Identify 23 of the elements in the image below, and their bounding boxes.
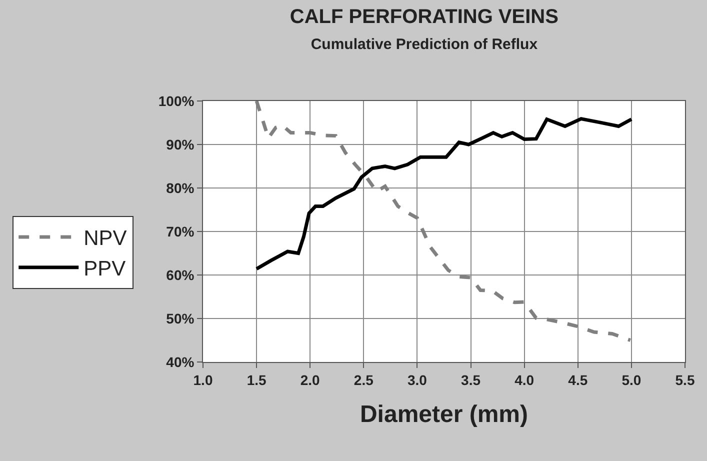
y-tick-label: 50%	[166, 310, 195, 326]
x-tick-label: 1.0	[193, 372, 213, 388]
x-tick-label: 2.0	[300, 372, 320, 388]
x-tick-label: 3.5	[461, 372, 481, 388]
y-tick-label: 60%	[166, 266, 195, 283]
legend-label: PPV	[84, 258, 126, 281]
x-tick-label: 4.0	[514, 372, 534, 388]
y-tick-label: 100%	[158, 92, 195, 109]
x-tick-label: 4.5	[568, 372, 588, 388]
y-tick-label: 80%	[166, 180, 195, 196]
x-axis-title: Diameter (mm)	[360, 401, 528, 428]
line-series	[254, 117, 634, 271]
chart-subtitle: Cumulative Prediction of Reflux	[310, 36, 538, 54]
chart-title: CALF PERFORATING VEINS	[290, 6, 558, 28]
x-tick-label: 5.5	[675, 372, 695, 388]
x-tick-label: 2.5	[354, 372, 374, 388]
x-tick-label: 5.0	[622, 372, 642, 388]
legend-label: NPV	[84, 227, 127, 250]
y-tick-label: 40%	[166, 354, 195, 370]
x-tick-label: 3.0	[407, 372, 428, 388]
y-tick-label: 90%	[166, 136, 195, 152]
y-tick-label: 70%	[166, 223, 195, 240]
x-tick-label: 1.5	[246, 372, 266, 388]
